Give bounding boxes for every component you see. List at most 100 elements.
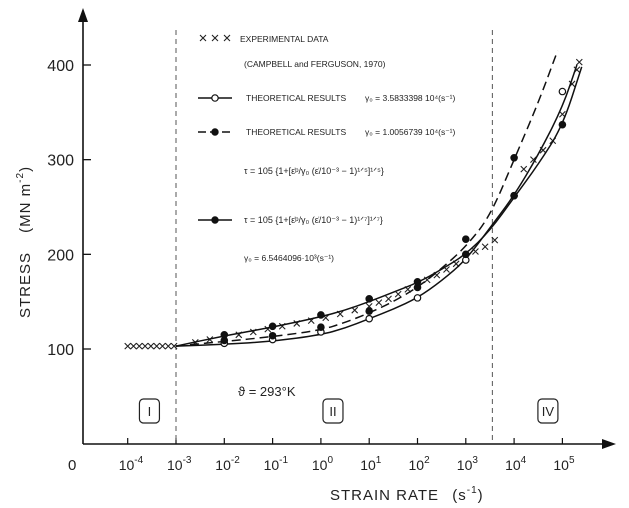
series-marker <box>413 294 422 302</box>
series-marker <box>461 250 470 259</box>
series-marker <box>510 153 518 162</box>
x-axis-unit-exponent: -1 <box>467 485 478 496</box>
x-tick-label: 10-4 <box>119 455 144 473</box>
x-tick-label: 101 <box>360 455 382 473</box>
legend <box>198 34 232 224</box>
experimental-point <box>375 299 383 307</box>
x-tick-label: 10-2 <box>215 455 240 473</box>
experimental-point <box>385 295 392 303</box>
region-box <box>322 398 344 424</box>
series-curve <box>175 50 559 347</box>
series-2 <box>175 50 559 347</box>
series-marker <box>365 314 374 323</box>
legend-experimental-source: (CAMPBELL and FERGUSON, 1970) <box>244 59 386 69</box>
x-ticks: 10-4 10-3 10-2 10-1 100 101 102 103 104 105 <box>119 438 575 473</box>
legend-experimental-label: EXPERIMENTAL DATA <box>240 34 329 44</box>
temperature-annotation: ϑ = 293°K <box>238 384 296 399</box>
series-curve <box>175 64 578 347</box>
y-tick-label: 200 <box>47 247 74 264</box>
legend-formula1: τ = 105 {1+[ε̇ᵖ/γ₀ (ε̇/10⁻³ − 1)¹ᐟ⁵]¹ᐟ⁵} <box>244 166 384 176</box>
series-marker <box>268 322 277 331</box>
region-label: I <box>148 404 152 419</box>
svg-text:STRAIN RATE (s-1): STRAIN RATE (s-1) <box>330 485 484 504</box>
x-axis-unit-close: ) <box>478 487 484 504</box>
series-3 <box>175 66 583 347</box>
y-tick-label: 300 <box>47 153 74 170</box>
experimental-point <box>530 156 537 164</box>
region-label: IV <box>542 404 555 419</box>
experimental-point <box>130 342 137 350</box>
experimental-point <box>153 342 161 350</box>
series-marker <box>461 235 470 243</box>
x-tick-label: 10-3 <box>167 455 192 473</box>
legend-formula2: τ = 105 {1+[ε̇ᵖ/γ₀ (ε̇/10⁻³ − 1)¹ᐟ⁷]¹ᐟ⁷} <box>244 215 383 225</box>
x-axis-arrowhead <box>602 439 616 449</box>
legend-theory2-symbol <box>198 128 232 136</box>
y-tick-label: 100 <box>47 342 74 359</box>
experimental-point <box>124 342 132 350</box>
svg-text:STRESS (MN m-2): STRESS (MN m-2) <box>15 166 34 318</box>
legend-formula2-param: γ₀ = 6.5464096·10³(s⁻¹) <box>244 253 334 263</box>
experimental-point <box>135 342 143 350</box>
legend-marker <box>211 216 219 224</box>
series-marker <box>413 277 422 286</box>
x-tick-label: 103 <box>457 455 479 473</box>
experimental-point <box>170 342 178 350</box>
series-marker <box>365 307 374 315</box>
experimental-point <box>141 342 149 350</box>
experimental-point <box>223 34 231 42</box>
x-axis-unit: (s <box>452 487 467 504</box>
legend-marker <box>211 128 219 136</box>
y-axis-label: STRESS <box>17 252 34 318</box>
experimental-point <box>491 236 499 244</box>
legend-entries: EXPERIMENTAL DATA (CAMPBELL and FERGUSON… <box>240 34 456 263</box>
x-axis-title: STRAIN RATE (s-1) <box>330 485 484 504</box>
series-marker <box>365 295 374 303</box>
series-0 <box>124 58 583 350</box>
series-marker <box>220 330 229 339</box>
series-marker <box>317 323 325 332</box>
legend-experimental-symbol <box>199 34 231 42</box>
x-axis-label: STRAIN RATE <box>330 487 439 504</box>
experimental-point <box>159 342 166 350</box>
experimental-point <box>211 34 219 42</box>
x-tick-label: 102 <box>409 455 431 473</box>
series-curve <box>175 66 583 347</box>
series-marker <box>268 331 277 340</box>
series-layer <box>124 50 583 350</box>
region-label: II <box>329 404 336 419</box>
x-tick-label: 104 <box>505 455 527 473</box>
series-marker <box>510 191 518 200</box>
region-box <box>138 398 161 424</box>
series-marker <box>317 311 325 319</box>
region-labels: I II IV <box>138 398 559 424</box>
region-box <box>537 398 559 424</box>
experimental-point <box>394 290 402 298</box>
series-marker <box>558 120 567 129</box>
x-tick-label: 105 <box>553 455 575 473</box>
legend-theory2-label: THEORETICAL RESULTS <box>246 127 346 137</box>
experimental-point <box>481 243 489 251</box>
experimental-point <box>575 58 583 66</box>
y-ticks: 100 200 300 400 <box>47 58 91 359</box>
x-tick-label: 100 <box>312 455 334 473</box>
x-origin-label: 0 <box>68 457 76 474</box>
y-axis-title: STRESS (MN m-2) <box>15 166 34 318</box>
legend-marker <box>211 94 219 102</box>
series-marker <box>558 87 567 96</box>
experimental-point <box>520 165 528 173</box>
x-tick-label: 10-1 <box>264 455 289 473</box>
y-tick-label: 400 <box>47 58 74 75</box>
y-axis-unit-close: ) <box>17 166 34 172</box>
legend-theory1-param: γ₀ = 3.5833398 10⁴(s⁻¹) <box>365 93 456 103</box>
y-axis-arrowhead <box>78 8 88 22</box>
experimental-point <box>199 34 207 42</box>
legend-formula2-symbol <box>198 216 232 224</box>
y-axis-unit-exponent: -2 <box>15 172 26 183</box>
experimental-point <box>164 342 172 350</box>
experimental-point <box>147 342 155 350</box>
legend-theory1-symbol <box>198 94 232 102</box>
region-boundaries <box>175 30 493 443</box>
axes <box>78 8 616 449</box>
